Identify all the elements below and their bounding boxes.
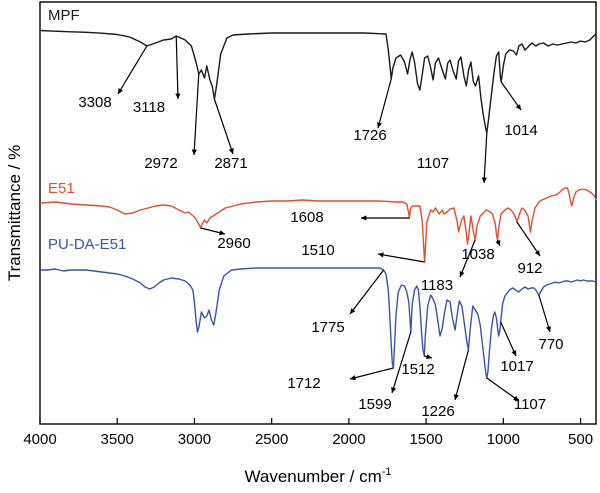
annotation-3308-arrow [117,45,148,95]
annotation-2960-label: 2960 [217,235,250,252]
x-tick-label: 1500 [409,431,442,448]
annotation-2972-arrow [193,73,200,156]
annotation-1512-label: 1512 [401,361,434,378]
annotation-1712-arrowhead [350,375,356,381]
annotation-770-label: 770 [538,336,563,353]
x-axis-ticks: 4000 3500 3000 2500 2000 1500 1000 500 [23,418,593,448]
annotation-3118-arrow [175,35,179,100]
annotation-1599-label: 1599 [358,396,391,413]
annotation-2871-label: 2871 [214,155,247,172]
annotation-1599-arrow [391,331,412,394]
annotation-2972-label: 2972 [144,155,177,172]
annotation-1017-arrowhead [511,350,517,356]
annotation-1226-arrow [454,349,470,401]
annotation-912-arrow [516,221,541,257]
series-label-mpf: MPF [48,7,80,24]
x-tick-label: 3000 [178,431,211,448]
annotation-1107-arrow [486,377,520,402]
annotation-1038-arrowhead [495,240,501,246]
annotation-912-label: 912 [517,260,542,277]
annotation-1712-label: 1712 [287,375,320,392]
annotation-1107-label: 1107 [514,396,546,413]
annotation-1014-arrow [500,81,522,111]
series-line-e51 [39,187,597,263]
annotation-1775-arrowhead [350,308,356,314]
annotation-2871-arrow [213,98,234,155]
x-tick-label: 2000 [332,431,365,448]
annotation-layer: 3308 3118 2972 2871 1726 1107 1014 2960 1608 1510… [78,35,564,420]
annotation-1726-arrowhead [376,122,382,128]
annotation-1183-arrowhead [459,271,465,277]
annotation-912-arrowhead [534,250,540,256]
annotation-1775-arrow [349,269,385,315]
annotation-2972-arrowhead [191,149,197,155]
x-tick-label: 500 [568,431,593,448]
annotation-1510-label: 1510 [301,242,334,259]
annotation-1226-arrowhead [453,394,459,400]
x-tick-label: 2500 [255,431,288,448]
annotation-1107-arrowhead [513,395,519,401]
annotation-3118-label: 3118 [133,99,165,116]
annotation-1775-label: 1775 [311,319,344,336]
annotation-1726-arrow [377,78,392,129]
x-tick-label: 4000 [23,431,56,448]
annotation-1107-arrow [483,132,488,184]
annotation-1712-arrow [349,367,394,380]
series-layer: MPF E51 PU-DA-E51 [39,7,597,379]
annotation-1512-arrowhead [426,354,432,360]
annotation-1038-label: 1038 [461,246,494,263]
annotation-1014-arrowhead [515,104,521,110]
annotation-1017-arrow [500,321,517,357]
x-tick-label: 3500 [101,431,134,448]
series-line-mpf [39,29,597,134]
annotation-1226-label: 1226 [421,403,454,420]
annotation-1107-label: 1107 [417,155,449,172]
x-tick-label: 1000 [487,431,520,448]
series-label-pu-da-e51: PU-DA-E51 [48,236,126,253]
plot-frame [39,1,597,425]
annotation-1183-label: 1183 [421,277,453,294]
annotation-3308-arrowhead [118,88,124,94]
series-label-e51: E51 [48,180,75,197]
x-axis-title-main: Wavenumber / cm [244,467,381,486]
annotation-1599-arrowhead [391,387,397,393]
annotation-2871-arrowhead [228,148,234,154]
x-axis-title: Wavenumber / cm-1 [244,466,391,486]
annotation-1726-label: 1726 [353,127,386,144]
annotation-3308-label: 3308 [78,94,111,111]
x-axis-title-superscript: -1 [382,466,392,478]
annotation-1017-label: 1017 [500,358,533,375]
annotation-3118-arrowhead [175,93,181,99]
annotation-1608-arrowhead [361,215,367,221]
annotation-1107-arrowhead [481,177,487,183]
annotation-1510-arrow [377,253,425,263]
y-axis-title: Transmittance / % [5,145,24,281]
annotation-770-arrowhead [545,326,551,332]
annotation-1183-arrow [459,239,476,278]
annotation-770-arrow [538,294,551,333]
annotation-1014-label: 1014 [504,122,537,139]
annotation-2960-arrowhead [219,230,225,236]
annotation-1608-label: 1608 [290,209,323,226]
annotation-1510-arrowhead [378,252,384,258]
